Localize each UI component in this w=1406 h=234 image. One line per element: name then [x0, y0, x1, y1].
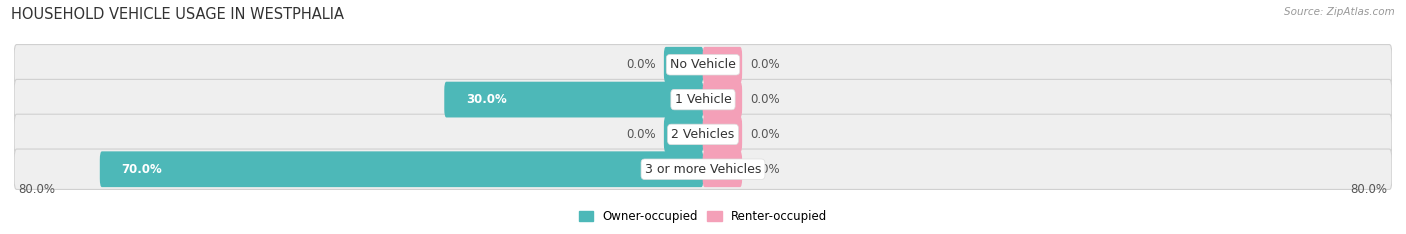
Text: 0.0%: 0.0% [626, 58, 655, 71]
Text: 3 or more Vehicles: 3 or more Vehicles [645, 163, 761, 176]
FancyBboxPatch shape [703, 117, 742, 152]
FancyBboxPatch shape [664, 47, 703, 83]
Text: 0.0%: 0.0% [751, 163, 780, 176]
Text: 0.0%: 0.0% [751, 128, 780, 141]
Text: 0.0%: 0.0% [751, 58, 780, 71]
Text: HOUSEHOLD VEHICLE USAGE IN WESTPHALIA: HOUSEHOLD VEHICLE USAGE IN WESTPHALIA [11, 7, 344, 22]
Legend: Owner-occupied, Renter-occupied: Owner-occupied, Renter-occupied [574, 205, 832, 228]
Text: 80.0%: 80.0% [1351, 183, 1388, 196]
Text: 1 Vehicle: 1 Vehicle [675, 93, 731, 106]
Text: 0.0%: 0.0% [751, 93, 780, 106]
FancyBboxPatch shape [703, 151, 742, 187]
FancyBboxPatch shape [14, 44, 1392, 85]
FancyBboxPatch shape [703, 47, 742, 83]
Text: No Vehicle: No Vehicle [671, 58, 735, 71]
FancyBboxPatch shape [14, 114, 1392, 155]
Text: 0.0%: 0.0% [626, 128, 655, 141]
FancyBboxPatch shape [14, 79, 1392, 120]
Text: Source: ZipAtlas.com: Source: ZipAtlas.com [1284, 7, 1395, 17]
FancyBboxPatch shape [444, 82, 703, 117]
Text: 2 Vehicles: 2 Vehicles [672, 128, 734, 141]
FancyBboxPatch shape [100, 151, 703, 187]
FancyBboxPatch shape [14, 149, 1392, 190]
Text: 30.0%: 30.0% [467, 93, 508, 106]
FancyBboxPatch shape [664, 117, 703, 152]
FancyBboxPatch shape [703, 82, 742, 117]
Text: 70.0%: 70.0% [122, 163, 163, 176]
Text: 80.0%: 80.0% [18, 183, 55, 196]
